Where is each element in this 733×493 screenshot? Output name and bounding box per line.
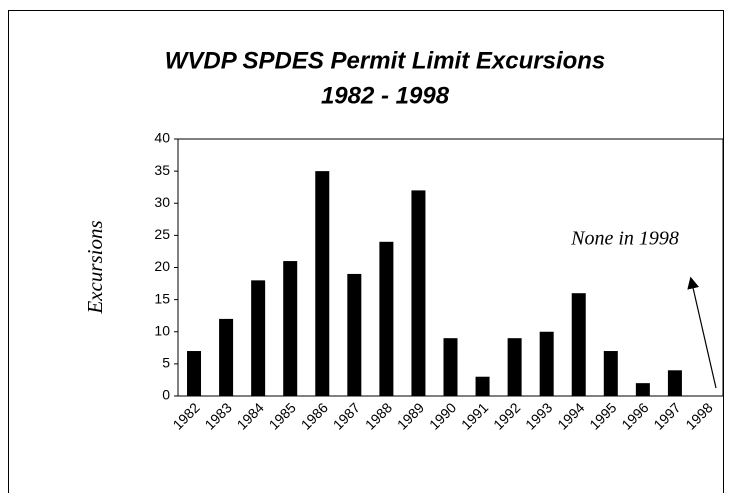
bar (315, 171, 330, 396)
bar (667, 370, 682, 396)
y-tick-label: 10 (154, 322, 170, 338)
y-tick-label: 15 (154, 290, 170, 306)
annotation-arrow (687, 276, 717, 389)
y-axis-label: Excursions (83, 220, 107, 314)
y-tick-label: 20 (154, 258, 170, 274)
bar (443, 338, 458, 396)
bar (603, 351, 618, 396)
bar (283, 261, 298, 396)
y-tick-label: 35 (154, 162, 170, 178)
bar (347, 273, 362, 396)
bar (411, 190, 426, 396)
y-tick-label: 0 (162, 387, 170, 403)
bar (219, 318, 234, 396)
y-tick-label: 30 (154, 194, 170, 210)
bar (475, 376, 490, 396)
bar (539, 331, 554, 396)
bar (251, 280, 266, 396)
y-tick-label: 5 (162, 355, 170, 371)
y-tick-label: 40 (154, 130, 170, 146)
chart-title: WVDP SPDES Permit Limit Excursions (165, 47, 606, 74)
frame (8, 10, 724, 493)
y-tick-label: 25 (154, 226, 170, 242)
bar (571, 293, 586, 396)
bar (379, 241, 394, 396)
annotation: None in 1998 (570, 228, 679, 250)
chart-title: 1982 - 1998 (321, 82, 450, 109)
bar (635, 383, 650, 396)
bar (187, 351, 202, 396)
bar (507, 338, 522, 396)
